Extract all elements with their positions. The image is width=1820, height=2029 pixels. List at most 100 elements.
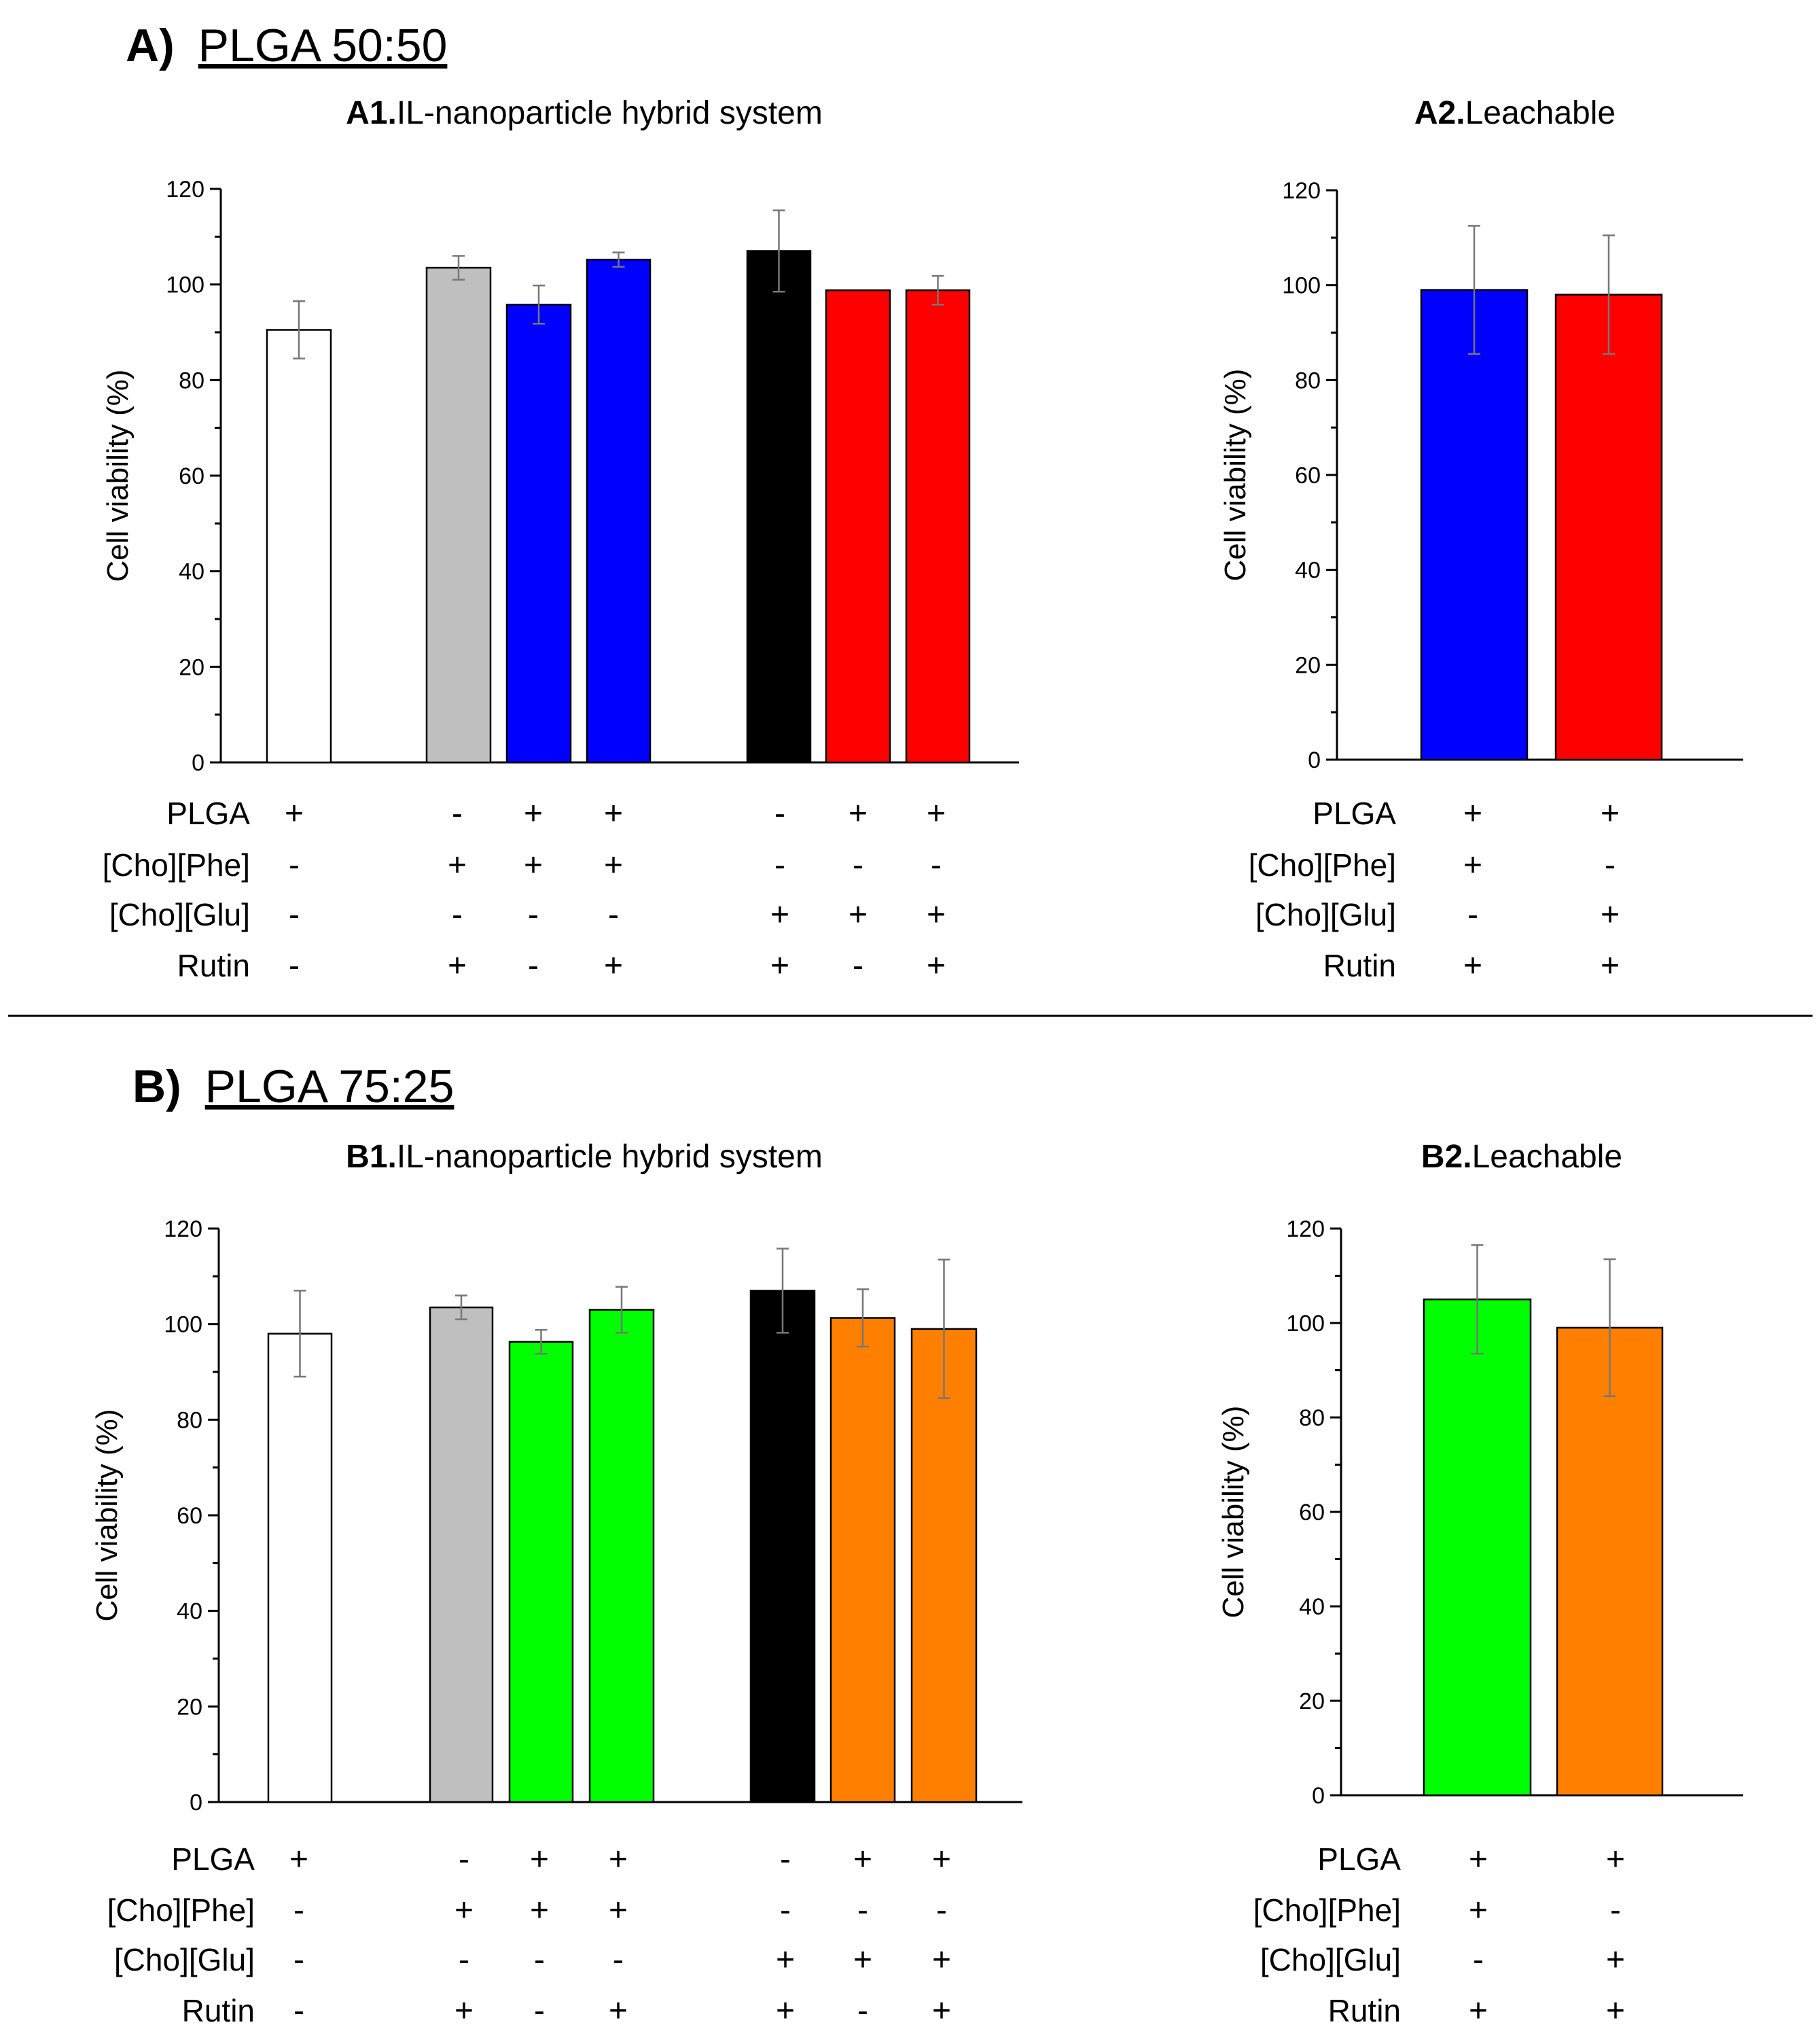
condition-sign: +: [524, 847, 543, 883]
condition-sign: +: [770, 948, 789, 984]
condition-sign: +: [1463, 796, 1482, 832]
y-tick-label: 20: [1299, 1689, 1325, 1714]
y-tick-label: 80: [1295, 368, 1321, 393]
condition-sign: +: [927, 796, 946, 832]
condition-sign: -: [293, 1892, 304, 1928]
condition-sign: +: [454, 1892, 474, 1928]
condition-sign: +: [770, 897, 789, 933]
y-tick-label: 120: [166, 177, 204, 202]
bar: [1420, 289, 1529, 761]
condition-sign: -: [774, 847, 785, 883]
condition-sign: -: [1473, 1942, 1484, 1978]
condition-sign: +: [448, 948, 467, 984]
condition-sign: -: [293, 1942, 304, 1978]
y-tick-label: 0: [1312, 1783, 1325, 1809]
y-tick-label: 60: [1299, 1500, 1325, 1525]
condition-sign: +: [604, 847, 623, 883]
condition-sign: -: [1605, 847, 1616, 883]
condition-row-label: Rutin: [177, 948, 250, 983]
condition-sign: +: [1606, 1993, 1625, 2029]
y-tick-label: 100: [164, 1312, 202, 1338]
y-tick-label: 60: [177, 1503, 202, 1529]
condition-sign: -: [774, 796, 785, 832]
condition-row-label: PLGA: [171, 1841, 255, 1877]
chart-title-text: Leachable: [1465, 95, 1616, 131]
y-axis-label: Cell viability (%): [90, 1409, 124, 1622]
bar: [1423, 1299, 1532, 1797]
condition-sign: -: [780, 1841, 791, 1877]
y-tick-label: 40: [1295, 558, 1321, 584]
condition-row-label: [Cho][Phe]: [1253, 1892, 1401, 1928]
bar: [425, 266, 492, 764]
chart-title-id: A2.: [1414, 95, 1465, 131]
section-a-heading: A) PLGA 50:50: [126, 20, 447, 71]
bar: [825, 289, 891, 764]
condition-sign: -: [931, 847, 942, 883]
condition-row-label: [Cho][Glu]: [109, 897, 250, 932]
condition-sign: -: [608, 897, 619, 933]
bar: [429, 1306, 494, 1803]
bar: [586, 258, 652, 764]
y-axis-label: Cell viability (%): [1217, 1406, 1250, 1619]
bar: [749, 1290, 816, 1803]
chart-title-id: A1.: [346, 95, 397, 131]
chart-a2: A2.Leachable Cell viability (%) 0 20 40 60 80 1…: [1219, 95, 1743, 984]
condition-sign: +: [1601, 897, 1620, 933]
chart-title-text: IL-nanoparticle hybrid system: [397, 95, 823, 131]
y-tick-label: 120: [1286, 1216, 1325, 1242]
condition-sign: +: [285, 796, 304, 832]
condition-sign: +: [609, 1892, 628, 1928]
condition-sign: -: [534, 1993, 545, 2029]
condition-sign: -: [452, 897, 463, 933]
condition-sign: +: [1463, 847, 1482, 883]
condition-sign: +: [927, 948, 946, 984]
condition-sign: +: [1463, 948, 1482, 984]
y-tick-label: 0: [1308, 747, 1321, 773]
condition-sign: +: [530, 1892, 549, 1928]
condition-sign: -: [534, 1942, 545, 1978]
chart-title-id: B2.: [1421, 1139, 1472, 1175]
bar: [508, 1341, 574, 1803]
condition-sign: -: [853, 847, 863, 883]
chart-title-text: Leachable: [1472, 1139, 1623, 1175]
condition-sign: +: [1469, 1841, 1488, 1877]
chart-title: A1.IL-nanoparticle hybrid system: [346, 95, 823, 131]
condition-sign: -: [289, 948, 300, 984]
bar: [588, 1309, 655, 1803]
condition-sign: -: [289, 847, 300, 883]
y-tick-label: 80: [179, 368, 204, 393]
bar: [905, 289, 971, 764]
chart-title-id: B1.: [346, 1139, 397, 1175]
y-tick-label: 40: [1299, 1594, 1325, 1620]
section-a-name: PLGA 50:50: [198, 20, 448, 71]
condition-sign: +: [530, 1841, 549, 1877]
condition-sign: -: [780, 1892, 791, 1928]
bar: [1556, 1326, 1664, 1797]
condition-sign: +: [776, 1993, 795, 2029]
y-tick-label: 100: [1282, 273, 1321, 299]
bar: [267, 1333, 333, 1803]
bar: [505, 303, 572, 764]
condition-sign: -: [289, 897, 300, 933]
condition-sign: +: [448, 847, 467, 883]
y-axis-label: Cell viability (%): [1219, 369, 1252, 582]
condition-row-label: PLGA: [166, 796, 250, 831]
chart-title-text: IL-nanoparticle hybrid system: [397, 1139, 823, 1175]
section-b-heading: B) PLGA 75:25: [132, 1061, 454, 1112]
condition-sign: -: [853, 948, 863, 984]
y-tick-label: 20: [177, 1694, 202, 1720]
condition-row-label: Rutin: [1323, 948, 1396, 983]
bar: [266, 329, 332, 764]
chart-title: A2.Leachable: [1414, 95, 1616, 131]
condition-sign: +: [1606, 1942, 1625, 1978]
condition-sign: +: [849, 796, 868, 832]
condition-sign: +: [1469, 1993, 1488, 2029]
condition-sign: +: [604, 948, 623, 984]
condition-sign: -: [857, 1892, 868, 1928]
condition-sign: -: [936, 1892, 947, 1928]
y-tick-label: 40: [179, 559, 204, 585]
y-tick-label: 60: [179, 463, 204, 489]
chart-b1: B1.IL-nanoparticle hybrid system Cell via…: [90, 1139, 1022, 2029]
condition-sign: -: [293, 1993, 304, 2029]
